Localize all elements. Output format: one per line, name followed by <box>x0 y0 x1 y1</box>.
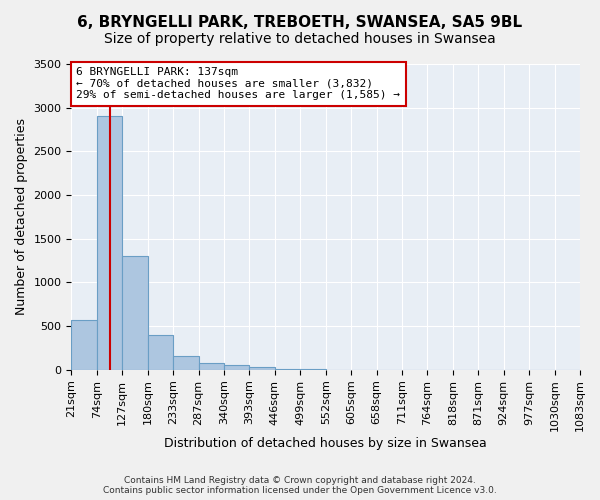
Text: Size of property relative to detached houses in Swansea: Size of property relative to detached ho… <box>104 32 496 46</box>
Bar <box>71 320 97 370</box>
Bar <box>275 368 300 370</box>
Text: 6, BRYNGELLI PARK, TREBOETH, SWANSEA, SA5 9BL: 6, BRYNGELLI PARK, TREBOETH, SWANSEA, SA… <box>77 15 523 30</box>
Bar <box>97 116 122 370</box>
Bar <box>250 367 275 370</box>
Y-axis label: Number of detached properties: Number of detached properties <box>15 118 28 316</box>
Bar <box>122 256 148 370</box>
Text: Contains HM Land Registry data © Crown copyright and database right 2024.
Contai: Contains HM Land Registry data © Crown c… <box>103 476 497 495</box>
Bar <box>173 356 199 370</box>
X-axis label: Distribution of detached houses by size in Swansea: Distribution of detached houses by size … <box>164 437 487 450</box>
Text: 6 BRYNGELLI PARK: 137sqm
← 70% of detached houses are smaller (3,832)
29% of sem: 6 BRYNGELLI PARK: 137sqm ← 70% of detach… <box>76 67 400 100</box>
Bar <box>224 366 250 370</box>
Bar <box>199 363 224 370</box>
Bar <box>148 335 173 370</box>
